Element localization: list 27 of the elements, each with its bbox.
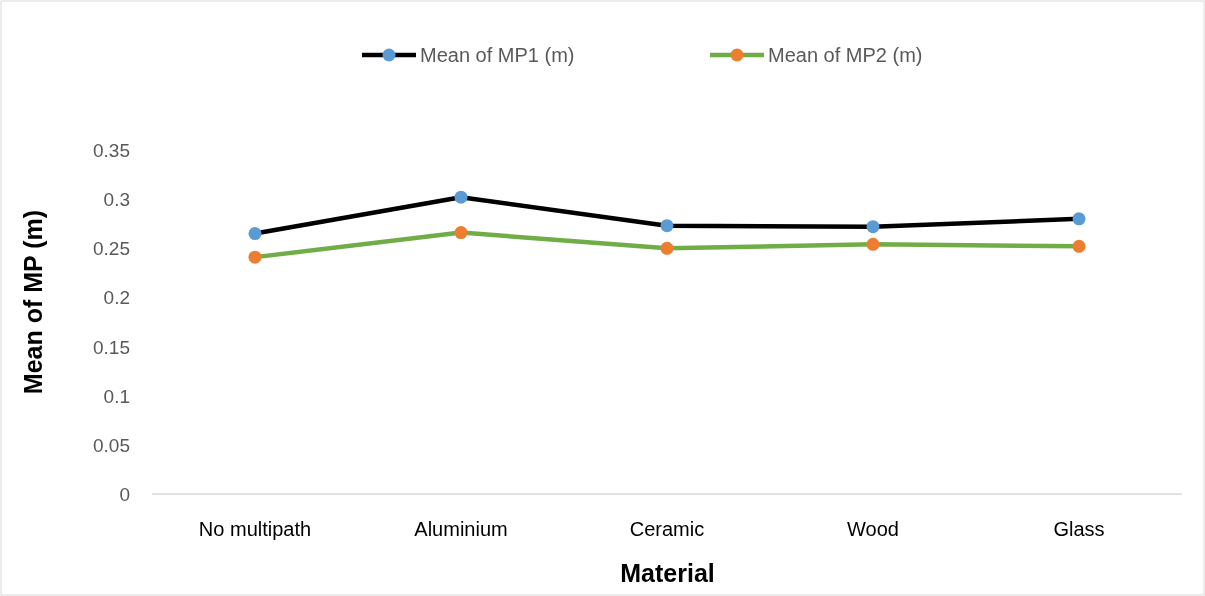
point — [866, 220, 880, 234]
x-tick-label: Aluminium — [414, 518, 508, 540]
legend-label: Mean of MP1 (m) — [420, 44, 575, 66]
point — [248, 250, 262, 264]
x-tick-label: Glass — [1053, 518, 1105, 540]
y-tick-label: 0 — [119, 484, 130, 505]
point — [1072, 212, 1086, 226]
y-tick-label: 0.1 — [103, 385, 130, 407]
y-tick-label: 0.25 — [93, 238, 130, 260]
point — [248, 227, 262, 241]
x-tick-label: Wood — [847, 518, 899, 540]
y-tick-label: 0.35 — [93, 140, 130, 161]
y-tick-label: 0.2 — [103, 287, 130, 309]
point — [866, 237, 880, 251]
point — [660, 219, 674, 233]
point — [454, 226, 468, 240]
x-axis-title: Material — [620, 559, 715, 587]
y-tick-label: 0.15 — [93, 336, 130, 358]
y-tick-label: 0.05 — [93, 434, 130, 456]
legend-label: Mean of MP2 (m) — [768, 44, 923, 66]
point — [454, 190, 468, 204]
x-tick-label: Ceramic — [629, 518, 705, 540]
x-tick-label: No multipath — [198, 518, 312, 540]
y-tick-label: 0.3 — [103, 189, 130, 211]
y-axis-title: Mean of MP (m) — [19, 209, 47, 395]
point — [660, 241, 674, 255]
point — [1072, 239, 1086, 253]
